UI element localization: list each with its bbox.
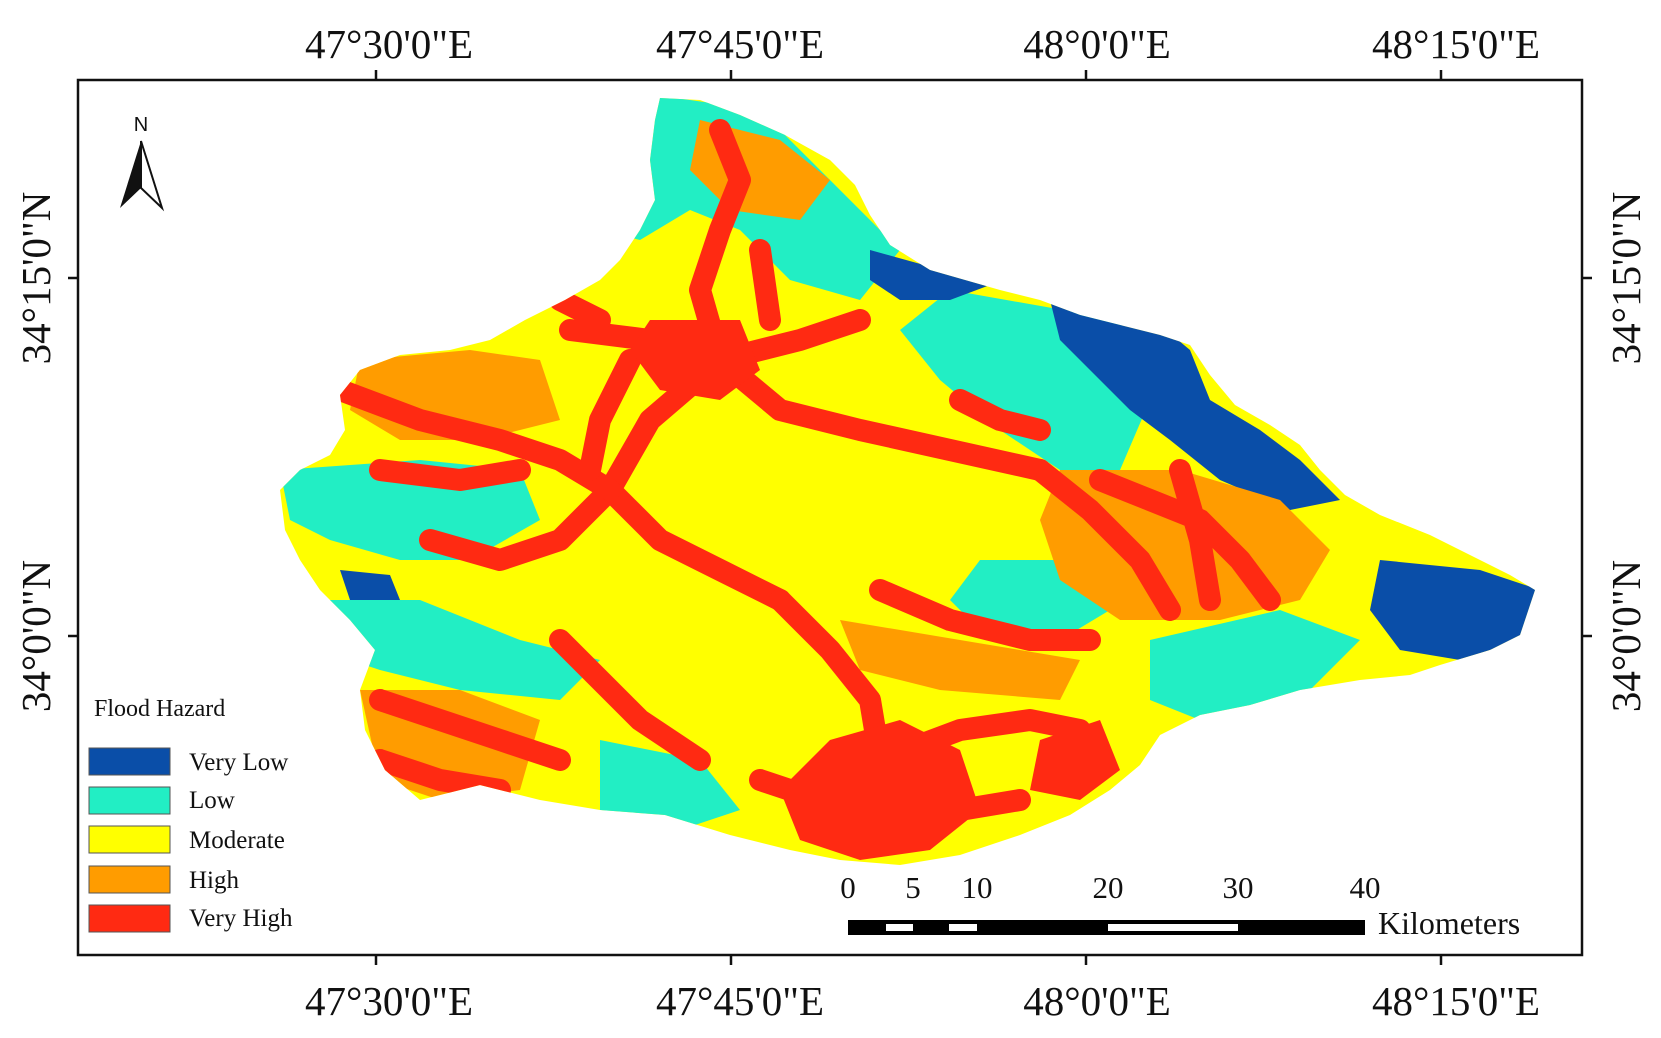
legend-label-moderate: Moderate: [189, 827, 285, 854]
scale-tick-5: 5: [905, 870, 921, 905]
lon-label-bottom-4: 48°15'0"E: [1372, 978, 1540, 1024]
lon-label-bottom-3: 48°0'0"E: [1023, 978, 1171, 1024]
lon-label-top-1: 47°30'0"E: [305, 21, 473, 67]
legend-title: Flood Hazard: [94, 696, 225, 722]
scale-bar-graphic: [848, 920, 1365, 935]
latitude-labels-left: 34°15'0"N 34°0'0"N: [13, 192, 59, 712]
north-arrow-icon: [120, 140, 165, 212]
legend-swatch-moderate: [88, 825, 171, 854]
legend-swatch-low: [88, 786, 171, 815]
lat-label-right-2: 34°0'0"N: [1603, 560, 1649, 712]
legend-label-high: High: [189, 867, 240, 894]
latitude-labels-right: 34°15'0"N 34°0'0"N: [1603, 192, 1649, 712]
scale-tick-0: 0: [840, 870, 856, 905]
lat-label-left-1: 34°15'0"N: [13, 192, 59, 365]
north-arrow: N: [120, 114, 165, 212]
scale-tick-30: 30: [1223, 870, 1254, 905]
lon-label-top-2: 47°45'0"E: [656, 21, 824, 67]
longitude-labels-bottom: 47°30'0"E 47°45'0"E 48°0'0"E 48°15'0"E: [305, 978, 1540, 1024]
lon-label-bottom-1: 47°30'0"E: [305, 978, 473, 1024]
scale-tick-10: 10: [962, 870, 993, 905]
lon-label-bottom-2: 47°45'0"E: [656, 978, 824, 1024]
north-label: N: [134, 114, 148, 136]
lat-label-right-1: 34°15'0"N: [1603, 192, 1649, 365]
lon-label-top-4: 48°15'0"E: [1372, 21, 1540, 67]
lat-label-left-2: 34°0'0"N: [13, 560, 59, 712]
scale-tick-40: 40: [1350, 870, 1381, 905]
legend-swatch-very-low: [88, 747, 171, 776]
scale-bar: 0 5 10 20 30 40 Kilometers: [840, 870, 1520, 941]
lon-label-top-3: 48°0'0"E: [1023, 21, 1171, 67]
legend-label-very-high: Very High: [189, 905, 293, 932]
legend-swatch-very-high: [88, 904, 171, 933]
frame-ticks: [68, 70, 1592, 965]
legend: Flood Hazard Very Low Low Moderate High …: [88, 696, 293, 933]
longitude-labels-top: 47°30'0"E 47°45'0"E 48°0'0"E 48°15'0"E: [305, 21, 1540, 67]
legend-label-very-low: Very Low: [189, 749, 288, 776]
legend-swatch-high: [88, 865, 171, 894]
legend-label-low: Low: [189, 787, 235, 814]
scale-tick-20: 20: [1093, 870, 1124, 905]
scale-unit-label: Kilometers: [1378, 905, 1520, 941]
